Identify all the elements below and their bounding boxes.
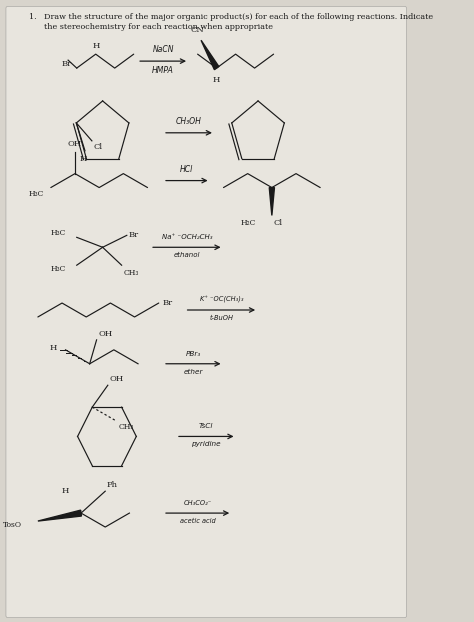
Text: H: H [92,42,100,50]
Text: H: H [80,155,87,163]
Text: OH: OH [68,140,82,148]
Text: CH₃: CH₃ [118,423,134,431]
Text: HCl: HCl [180,165,193,174]
Text: t-BuOH: t-BuOH [210,315,233,321]
Text: Br: Br [61,60,71,68]
Text: TsCl: TsCl [199,424,213,429]
Text: PBr₃: PBr₃ [186,351,201,357]
Text: OH: OH [109,375,124,383]
Polygon shape [38,510,82,521]
Text: H: H [62,487,69,495]
Text: 1.   Draw the structure of the major organic product(s) for each of the followin: 1. Draw the structure of the major organ… [29,13,433,21]
Text: NaCN: NaCN [152,45,174,54]
Text: pyridine: pyridine [191,442,221,447]
Text: Br: Br [162,299,173,307]
Text: H₃C: H₃C [51,265,66,273]
Text: Cl: Cl [94,143,103,151]
Text: HMPA: HMPA [152,66,174,75]
Text: H₃C: H₃C [51,230,66,238]
Text: Ph: Ph [107,481,118,489]
Text: H₂C: H₂C [241,220,256,228]
Text: ether: ether [183,369,203,374]
Text: Na⁺ ⁻OCH₂CH₃: Na⁺ ⁻OCH₂CH₃ [162,234,212,240]
Polygon shape [201,40,219,70]
FancyBboxPatch shape [6,6,407,618]
Text: Br: Br [128,231,139,239]
Text: CH₃: CH₃ [123,269,139,277]
Text: Cl: Cl [273,220,283,228]
Text: CN: CN [191,26,204,34]
Text: CH₃OH: CH₃OH [176,117,202,126]
Text: H: H [213,76,220,84]
Text: OH: OH [98,330,112,338]
Text: acetic acid: acetic acid [180,518,216,524]
Text: H: H [49,344,57,352]
Text: H₃C: H₃C [28,190,44,198]
Text: K⁺ ⁻OC(CH₃)₃: K⁺ ⁻OC(CH₃)₃ [200,296,243,303]
Text: CH₃CO₂⁻: CH₃CO₂⁻ [183,500,212,506]
Text: the stereochemistry for each reaction when appropriate: the stereochemistry for each reaction wh… [29,23,273,31]
Text: TosO: TosO [3,521,22,529]
Text: ethanol: ethanol [173,253,200,258]
Polygon shape [269,188,274,215]
